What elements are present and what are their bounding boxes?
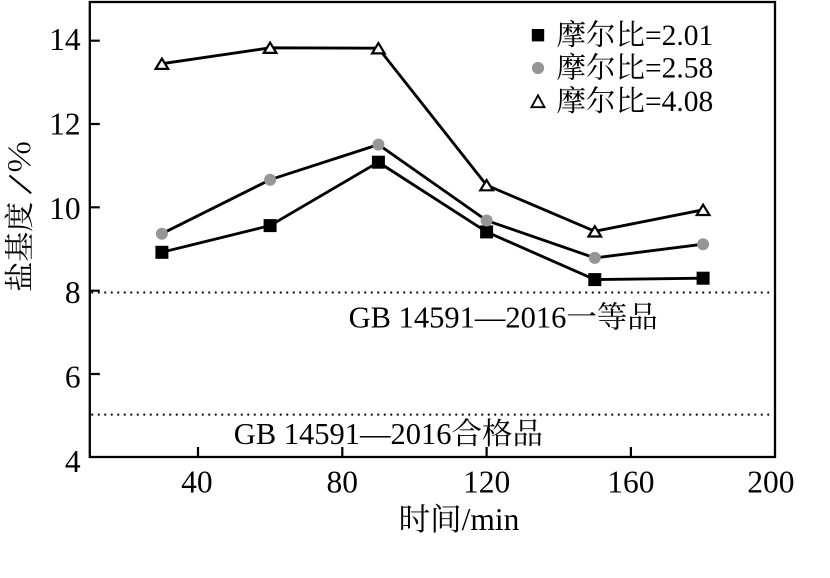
svg-text:8: 8	[65, 275, 81, 310]
svg-text:120: 120	[463, 464, 510, 499]
svg-text:200: 200	[747, 464, 794, 499]
svg-text:160: 160	[607, 464, 654, 499]
svg-text:80: 80	[327, 464, 359, 499]
svg-text:6: 6	[65, 360, 81, 395]
svg-text:GB 14591—2016: GB 14591—2016	[349, 301, 567, 335]
svg-text:10: 10	[49, 191, 81, 226]
svg-text:=4.08: =4.08	[645, 86, 713, 118]
svg-text:GB 14591—2016: GB 14591—2016	[234, 417, 452, 451]
svg-text:12: 12	[49, 106, 81, 141]
svg-text:4: 4	[65, 444, 81, 479]
svg-text:/min: /min	[462, 502, 520, 537]
svg-text:=2.58: =2.58	[645, 53, 713, 85]
svg-text:40: 40	[181, 464, 213, 499]
svg-text:14: 14	[49, 22, 81, 57]
svg-text:=2.01: =2.01	[645, 20, 713, 52]
